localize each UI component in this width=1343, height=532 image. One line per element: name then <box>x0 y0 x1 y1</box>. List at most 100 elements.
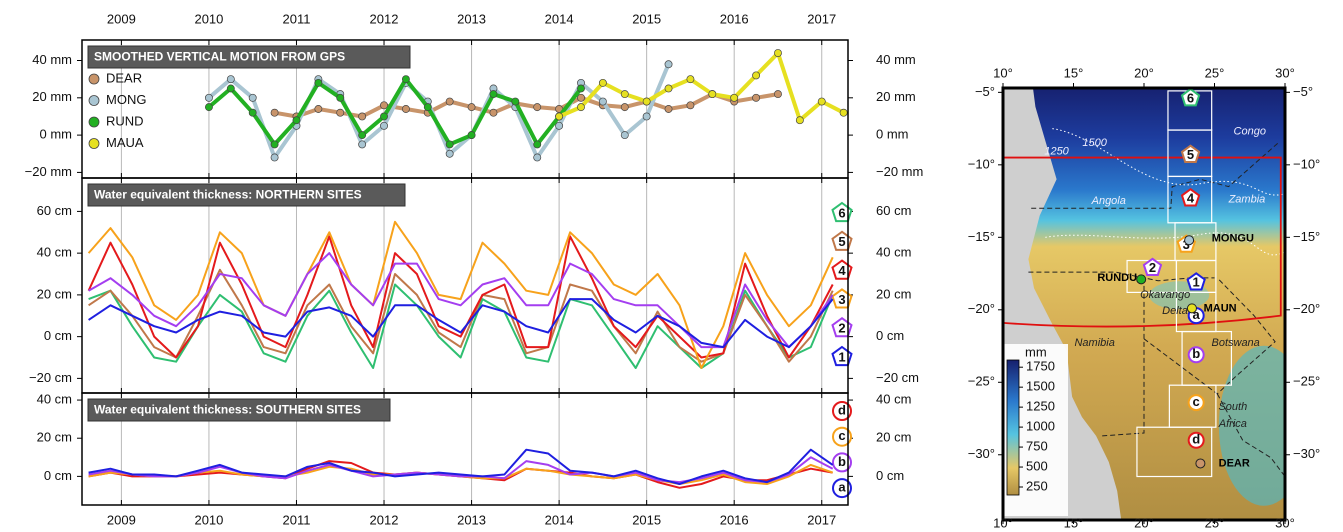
gauge-region <box>1003 156 1282 328</box>
place-label: Delta <box>1162 305 1188 317</box>
data-point <box>664 84 673 93</box>
data-point <box>489 108 498 117</box>
y-tick-label: −15° <box>968 229 995 244</box>
data-point <box>336 108 345 117</box>
data-point <box>774 90 782 99</box>
panel-title-box <box>87 183 406 207</box>
colorbar <box>1006 359 1020 496</box>
x-tick-label: 2016 <box>720 11 749 26</box>
y-tick-label: 0 mm <box>40 127 73 142</box>
site-marker <box>1187 431 1205 449</box>
data-point <box>533 140 542 149</box>
panel-title-box <box>87 398 391 422</box>
legend-label: 3 <box>838 292 845 307</box>
y-tick-label: 0 cm <box>876 468 904 483</box>
data-point <box>752 71 761 80</box>
site-marker <box>1180 187 1201 207</box>
data-point <box>555 121 564 130</box>
y-tick-label: −20 mm <box>876 164 923 179</box>
data-point <box>664 60 673 69</box>
data-point <box>380 112 388 121</box>
y-tick-label: −20° <box>1293 301 1320 316</box>
legend-marker <box>831 201 853 223</box>
site-number: 3 <box>1183 237 1190 252</box>
y-tick-label: 60 cm <box>876 203 911 218</box>
panel-title: SMOOTHED VERTICAL MOTION FROM GPS <box>94 50 345 64</box>
border <box>1101 277 1145 437</box>
data-point <box>686 75 695 84</box>
data-point <box>380 101 388 110</box>
data-point <box>270 108 279 117</box>
y-tick-label: 40 cm <box>876 391 911 406</box>
colorbar-tick-label: 250 <box>1026 478 1048 493</box>
data-point <box>423 103 432 112</box>
y-tick-label: −30° <box>968 446 995 461</box>
place-label: Namibia <box>1074 337 1114 349</box>
data-point <box>642 112 651 121</box>
site-marker <box>1187 394 1205 412</box>
legend-label: 4 <box>838 263 846 278</box>
data-point <box>708 90 717 99</box>
x-tick-label: 2015 <box>632 512 661 527</box>
data-point <box>620 131 629 140</box>
border <box>1031 142 1279 209</box>
data-point <box>839 108 848 117</box>
data-point <box>204 103 213 112</box>
legend-marker <box>88 116 100 128</box>
place-label: MAUN <box>1204 302 1237 314</box>
legend-marker <box>831 288 853 309</box>
data-point <box>489 90 498 99</box>
site-number: 4 <box>1187 191 1195 206</box>
x-tick-label: 2014 <box>545 512 574 527</box>
place-label: Congo <box>1234 125 1266 137</box>
data-point <box>358 131 367 140</box>
site-marker <box>1186 272 1206 291</box>
x-tick-label: 25° <box>1205 515 1225 530</box>
data-point <box>664 105 673 113</box>
data-point <box>598 78 607 87</box>
colorbar-tick-label: 1500 <box>1026 379 1055 394</box>
y-tick-label: −25° <box>968 374 995 389</box>
place-label: Angola <box>1091 195 1126 207</box>
series-line <box>88 283 834 369</box>
colorbar-tick-label: 500 <box>1026 458 1048 473</box>
series-line <box>88 298 834 349</box>
site-letter: d <box>1192 432 1200 447</box>
legend-label: 2 <box>838 321 845 336</box>
x-tick-label: 2017 <box>807 512 836 527</box>
legend-marker <box>832 452 852 473</box>
panel-title-box <box>87 45 411 69</box>
place-label: Zambia <box>1228 194 1266 206</box>
x-tick-label: 20° <box>1134 65 1154 80</box>
data-point <box>445 149 454 158</box>
contour <box>1045 232 1285 256</box>
gps-station <box>1136 274 1147 285</box>
x-tick-label: 2009 <box>107 512 136 527</box>
x-tick-label: 2009 <box>107 11 136 26</box>
site-letter: c <box>1193 394 1200 409</box>
data-point <box>401 105 410 113</box>
data-point <box>270 153 279 162</box>
series-line <box>88 456 834 484</box>
x-tick-label: 30° <box>1275 65 1295 80</box>
y-tick-label: 40 cm <box>876 245 911 260</box>
data-point <box>358 140 367 149</box>
place-label: Botswana <box>1211 337 1259 349</box>
data-point <box>577 84 585 93</box>
y-tick-label: 40 mm <box>32 52 72 67</box>
y-tick-label: −20 mm <box>25 164 72 179</box>
x-tick-label: 30° <box>1275 515 1295 530</box>
site-letter: b <box>1192 346 1200 361</box>
y-tick-label: 40 mm <box>876 52 916 67</box>
x-tick-label: 25° <box>1205 65 1225 80</box>
gps-station <box>1184 235 1195 246</box>
data-point <box>555 112 564 121</box>
place-label: MONGU <box>1212 233 1254 245</box>
place-label: Okavango <box>1140 289 1190 301</box>
data-point <box>533 103 542 112</box>
x-tick-label: 2012 <box>370 11 399 26</box>
y-tick-label: 20 mm <box>876 89 916 104</box>
legend-marker <box>831 230 853 251</box>
data-point <box>336 93 345 102</box>
data-point <box>314 78 323 87</box>
